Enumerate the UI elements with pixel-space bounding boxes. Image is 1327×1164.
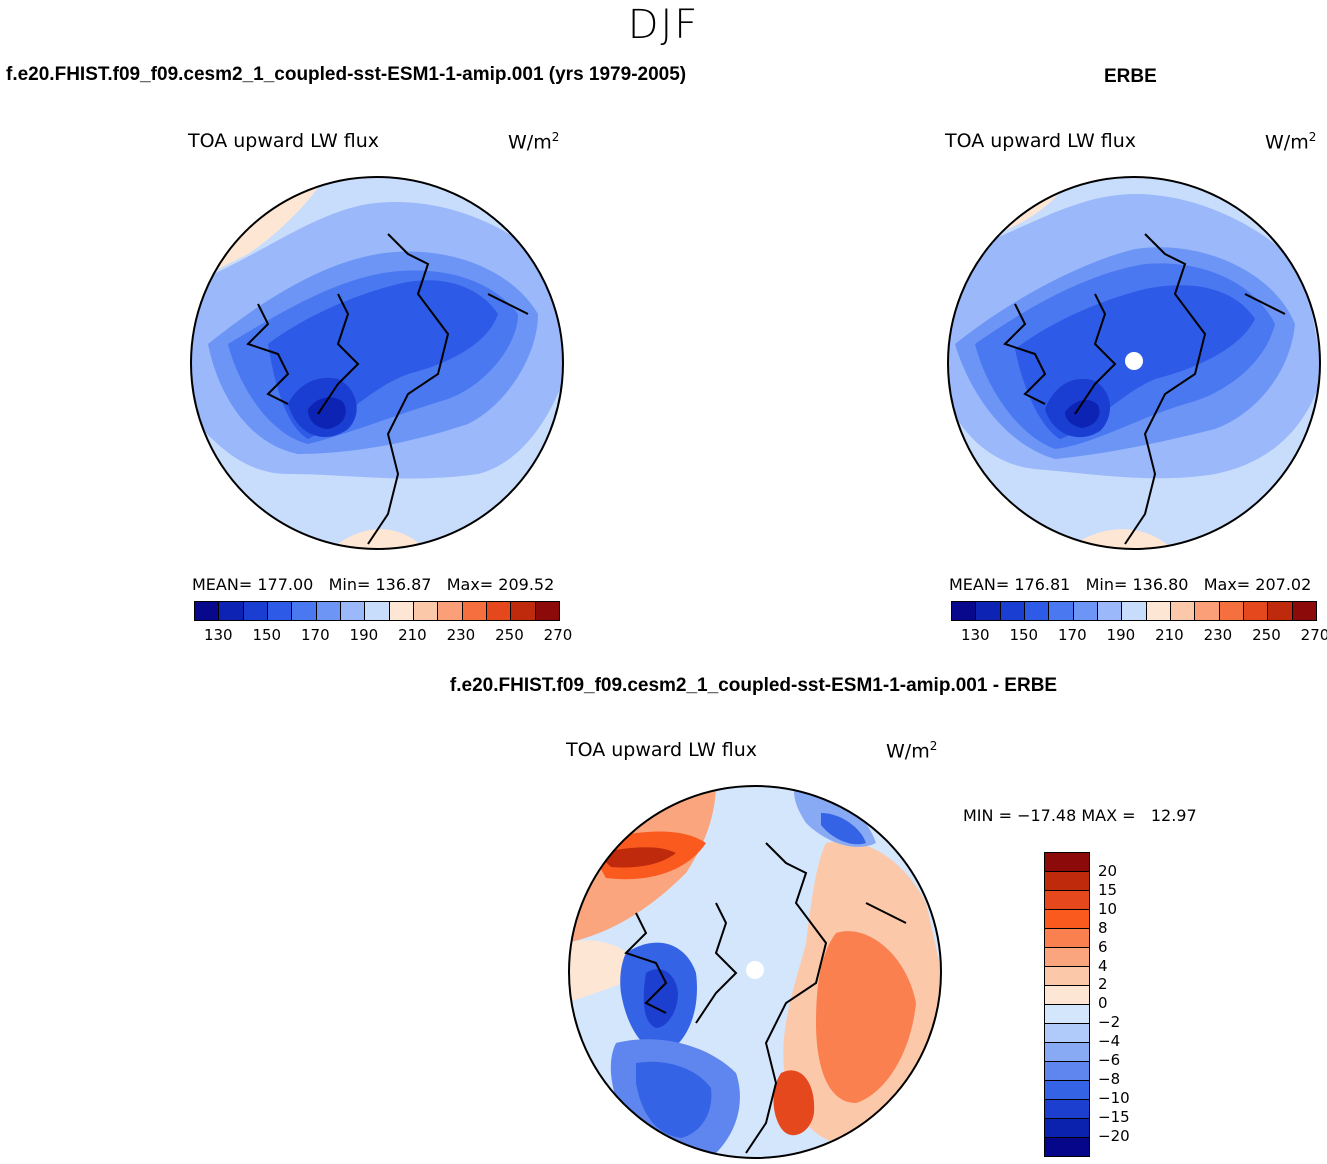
model-colorbar-box: [267, 602, 293, 620]
obs-colorbar-box: [1146, 602, 1171, 620]
diff-colorbar-box: [1045, 853, 1089, 872]
model-colorbar-box: [219, 602, 244, 620]
diff-units-label: W/m2: [886, 739, 938, 763]
diff-colorbar-box: [1045, 891, 1089, 910]
model-colorbar-box: [438, 602, 463, 620]
model-colorbar-tick-label: 130: [203, 626, 233, 644]
diff-colorbar-label: −10: [1098, 1088, 1130, 1107]
model-colorbar: [194, 601, 560, 621]
diff-colorbar-label: −20: [1098, 1126, 1130, 1145]
obs-colorbar-tick-label: 230: [1203, 626, 1233, 644]
obs-colorbar-box: [1122, 602, 1147, 620]
obs-colorbar-box: [952, 602, 977, 620]
obs-units-label: W/m2: [1265, 130, 1317, 154]
model-colorbar-box: [292, 602, 317, 620]
diff-colorbar-label: 4: [1098, 956, 1108, 975]
obs-colorbar-ticks: 130 150 170 190 210 230 250 270: [951, 626, 1327, 646]
diff-colorbar-label: −6: [1098, 1051, 1121, 1069]
obs-polar-map: [947, 176, 1321, 550]
diff-colorbar-label: 0: [1098, 994, 1108, 1013]
model-colorbar-tick-label: 210: [398, 626, 427, 644]
model-colorbar-box: [243, 602, 268, 620]
diff-colorbar: [1044, 852, 1090, 1157]
model-colorbar-tick-label: 230: [446, 626, 476, 644]
model-colorbar-box: [462, 602, 487, 620]
diff-colorbar-label: 15: [1098, 880, 1118, 899]
model-colorbar-box: [316, 602, 341, 620]
diff-colorbar-label: 2: [1098, 975, 1108, 994]
diff-colorbar-label: −4: [1098, 1032, 1121, 1051]
obs-variable-label: TOA upward LW flux: [945, 130, 1137, 152]
diff-case-title: f.e20.FHIST.f09_f09.cesm2_1_coupled-sst-…: [449, 675, 1058, 696]
obs-stats: MEAN= 176.81 Min= 136.80 Max= 207.02: [949, 575, 1312, 594]
obs-colorbar-tick-label: 150: [1009, 626, 1039, 644]
diff-colorbar-box: [1045, 872, 1089, 891]
model-colorbar-box: [511, 602, 536, 620]
diff-colorbar-box: [1045, 1005, 1089, 1024]
diff-colorbar-box: [1045, 986, 1089, 1005]
obs-colorbar-box: [1292, 602, 1316, 620]
diff-colorbar-box: [1045, 1081, 1089, 1100]
model-stats: MEAN= 177.00 Min= 136.87 Max= 209.52: [192, 575, 555, 594]
model-colorbar-tick-label: 150: [252, 626, 282, 644]
diff-colorbar-label: −2: [1098, 1013, 1121, 1032]
diff-polar-map: [568, 785, 942, 1159]
season-title: DJF: [627, 2, 700, 48]
obs-colorbar-box: [1195, 602, 1220, 620]
model-units-label: W/m2: [508, 130, 560, 154]
obs-colorbar-box: [1219, 602, 1244, 620]
diff-colorbar-box: [1045, 1138, 1089, 1156]
model-colorbar-box: [195, 602, 220, 620]
diff-colorbar-box: [1045, 948, 1089, 967]
diff-colorbar-label: 10: [1098, 899, 1118, 918]
obs-colorbar-box: [1000, 602, 1025, 620]
model-colorbar-box: [413, 602, 439, 620]
obs-colorbar-tick-label: 170: [1058, 626, 1087, 644]
obs-colorbar-box: [1170, 602, 1196, 620]
model-colorbar-box: [365, 602, 390, 620]
diff-colorbar-box: [1045, 1100, 1089, 1119]
diff-colorbar-label: −8: [1098, 1069, 1121, 1088]
obs-colorbar-box: [1268, 602, 1293, 620]
obs-colorbar: [951, 601, 1317, 621]
obs-colorbar-box: [1243, 602, 1269, 620]
diff-colorbar-box: [1045, 967, 1089, 986]
diff-colorbar-label: 6: [1098, 937, 1108, 956]
obs-colorbar-box: [1049, 602, 1074, 620]
diff-colorbar-box: [1045, 1062, 1089, 1081]
model-colorbar-box: [535, 602, 559, 620]
obs-colorbar-box: [1024, 602, 1050, 620]
diff-colorbar-box: [1045, 1024, 1089, 1043]
diff-variable-label: TOA upward LW flux: [566, 739, 758, 761]
diff-colorbar-box: [1045, 929, 1089, 948]
model-colorbar-box: [389, 602, 414, 620]
model-colorbar-ticks: 130 150 170 190 210 230 250 270: [194, 626, 572, 646]
diff-colorbar-box: [1045, 910, 1089, 929]
model-variable-label: TOA upward LW flux: [188, 130, 380, 152]
obs-colorbar-box: [1073, 602, 1098, 620]
diff-colorbar-label: 20: [1098, 862, 1118, 880]
obs-colorbar-tick-label: 210: [1155, 626, 1184, 644]
diff-colorbar-labels: 20 15 10 8 6 4 2 0 −2 −4 −6 −8 −10 −15 −20: [1098, 852, 1158, 1152]
obs-colorbar-box: [1097, 602, 1123, 620]
diff-colorbar-box: [1045, 1043, 1089, 1062]
model-colorbar-tick-label: 170: [301, 626, 330, 644]
obs-case-title: ERBE: [1104, 66, 1157, 87]
model-colorbar-tick-label: 190: [349, 626, 379, 644]
model-polar-map: [190, 176, 564, 550]
diff-colorbar-label: −15: [1098, 1107, 1130, 1126]
obs-colorbar-tick-label: 270: [1300, 626, 1327, 644]
model-colorbar-tick-label: 270: [543, 626, 573, 644]
diff-colorbar-box: [1045, 1119, 1089, 1138]
obs-colorbar-tick-label: 130: [960, 626, 990, 644]
obs-colorbar-box: [976, 602, 1001, 620]
diff-colorbar-label: 8: [1098, 918, 1108, 937]
model-colorbar-box: [486, 602, 512, 620]
model-case-title: f.e20.FHIST.f09_f09.cesm2_1_coupled-sst-…: [6, 64, 687, 85]
model-colorbar-box: [340, 602, 366, 620]
diff-minmax: MIN = −17.48 MAX = 12.97: [963, 806, 1197, 825]
obs-colorbar-tick-label: 190: [1106, 626, 1136, 644]
model-colorbar-tick-label: 250: [495, 626, 524, 644]
obs-colorbar-tick-label: 250: [1252, 626, 1281, 644]
